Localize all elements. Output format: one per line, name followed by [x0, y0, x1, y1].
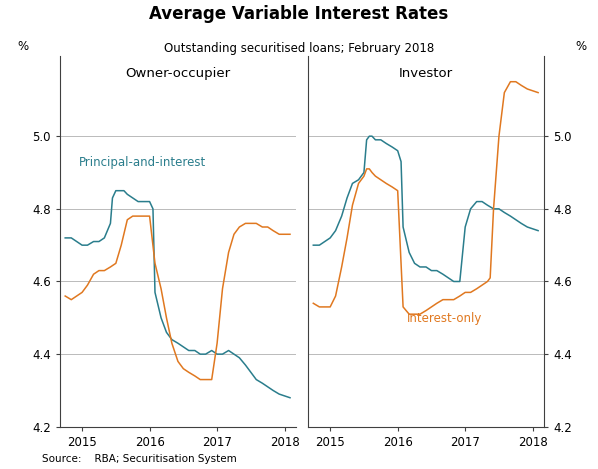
Text: Principal-and-interest: Principal-and-interest: [79, 156, 206, 169]
Text: Owner-occupier: Owner-occupier: [126, 68, 230, 80]
Text: %: %: [17, 39, 28, 53]
Text: Source:    RBA; Securitisation System: Source: RBA; Securitisation System: [42, 454, 237, 464]
Text: Investor: Investor: [399, 68, 453, 80]
Text: Interest-only: Interest-only: [407, 312, 483, 325]
Text: %: %: [576, 39, 587, 53]
Text: Average Variable Interest Rates: Average Variable Interest Rates: [150, 5, 448, 23]
Text: Outstanding securitised loans; February 2018: Outstanding securitised loans; February …: [164, 42, 434, 55]
